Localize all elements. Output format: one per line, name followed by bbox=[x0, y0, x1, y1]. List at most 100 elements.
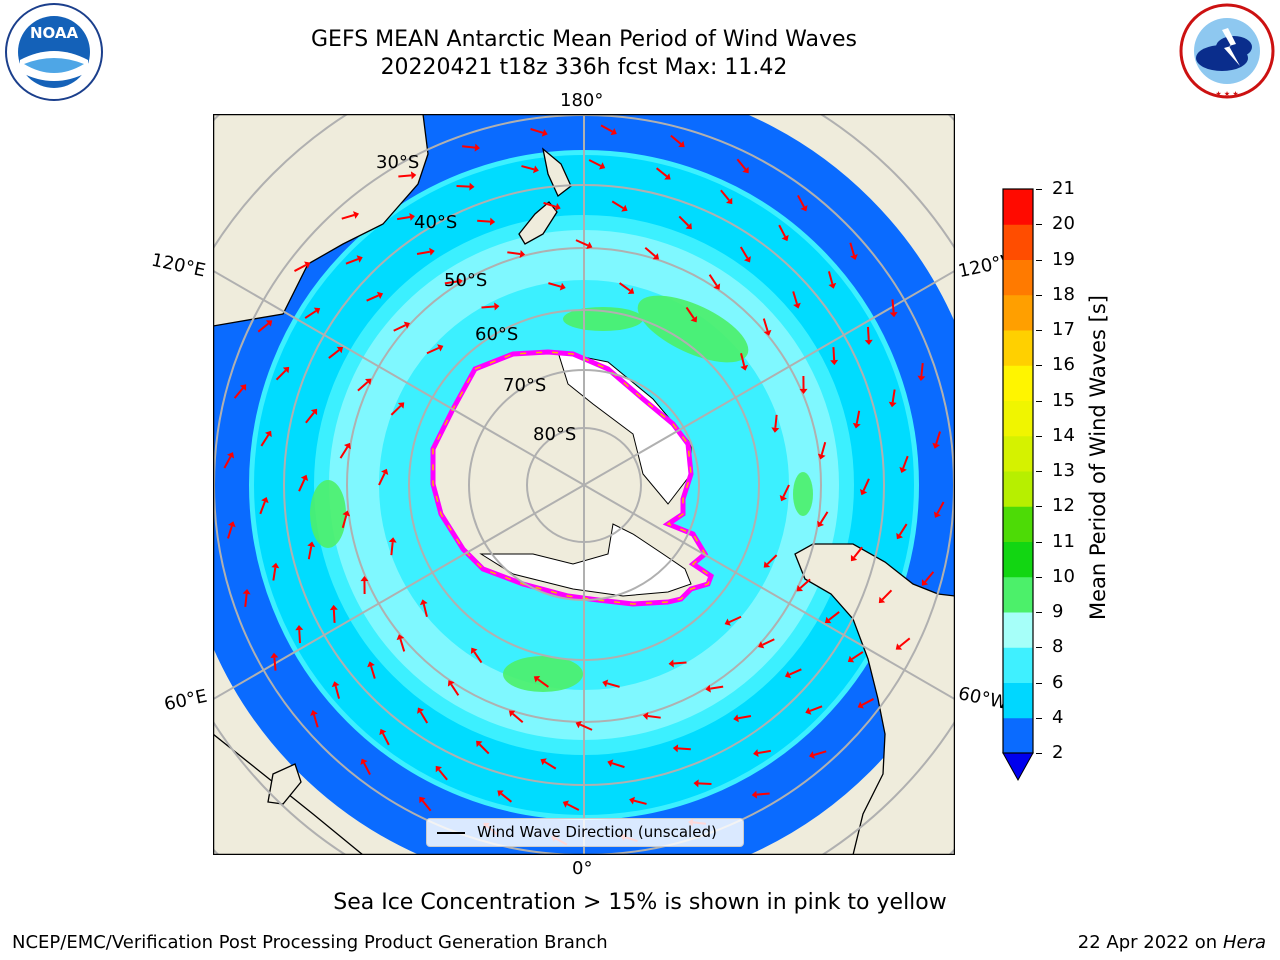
wave-direction-arrowhead bbox=[779, 494, 787, 502]
colorbar-tick-mark bbox=[1036, 717, 1042, 719]
wave-direction-arrow bbox=[293, 264, 307, 272]
wave-direction-arrowhead bbox=[896, 532, 903, 540]
colorbar-tick-mark bbox=[1036, 400, 1042, 402]
lon-label-60e: 60°E bbox=[162, 685, 209, 716]
wave-direction-arrow bbox=[393, 324, 406, 332]
wave-direction-arrowhead bbox=[533, 676, 541, 683]
wave-direction-arrowhead bbox=[575, 720, 582, 729]
wave-direction-arrowhead bbox=[678, 140, 685, 148]
wave-direction-arrowhead bbox=[403, 321, 410, 329]
wave-direction-arrow bbox=[670, 134, 682, 145]
colorbar-tick-mark bbox=[1036, 682, 1042, 684]
wave-direction-arrow bbox=[600, 124, 613, 133]
colorbar-tick-label: 14 bbox=[1052, 424, 1075, 446]
wave-direction-arrow bbox=[370, 665, 376, 679]
noaa-logo: NOAA bbox=[5, 3, 103, 101]
wave-direction-arrow bbox=[462, 145, 476, 149]
lat-label-70s: 70°S bbox=[503, 375, 547, 396]
colorbar-tick-label: 21 bbox=[1052, 178, 1075, 199]
colorbar-tick-label: 11 bbox=[1052, 530, 1075, 552]
wave-direction-arrowhead bbox=[364, 378, 372, 385]
wave-direction-arrow bbox=[740, 352, 746, 367]
lat-label-50s: 50°S bbox=[444, 270, 488, 291]
wave-direction-arrow bbox=[512, 713, 524, 723]
wave-direction-arrow bbox=[566, 803, 580, 811]
wave-direction-arrowhead bbox=[733, 714, 739, 723]
wave-direction-arrow bbox=[737, 715, 752, 720]
wave-direction-arrow bbox=[792, 291, 798, 305]
wave-direction-arrowhead bbox=[376, 291, 384, 300]
wave-direction-arrow bbox=[390, 542, 394, 556]
wave-direction-arrow bbox=[739, 246, 749, 259]
lat-label-80s: 80°S bbox=[533, 424, 577, 445]
colorbar-cell bbox=[1003, 330, 1033, 366]
wave-direction-arrowhead bbox=[388, 537, 397, 543]
wave-direction-arrow bbox=[855, 410, 861, 424]
map-frame bbox=[213, 114, 955, 855]
wave-direction-arrowhead bbox=[300, 474, 309, 482]
wave-direction-arrowhead bbox=[261, 497, 269, 504]
wave-direction-arrowhead bbox=[540, 758, 547, 766]
wave-direction-arrow bbox=[257, 322, 270, 333]
wave-direction-arrowhead bbox=[497, 790, 504, 797]
wave-direction-arrow bbox=[366, 294, 379, 302]
wave-direction-arrow bbox=[396, 215, 411, 221]
colorbar-tick-label: 19 bbox=[1052, 248, 1075, 270]
lon-label-0: 0° bbox=[572, 858, 593, 879]
wave-direction-arrowhead bbox=[562, 800, 570, 808]
colorbar-tick-label: 15 bbox=[1052, 389, 1075, 411]
wave-direction-arrow bbox=[304, 310, 317, 319]
wave-direction-arrow bbox=[450, 683, 460, 696]
lat-label-30s: 30°S bbox=[376, 152, 420, 173]
wave-direction-arrowhead bbox=[917, 375, 926, 382]
wave-direction-arrow bbox=[500, 792, 513, 803]
colorbar-extend-triangle bbox=[1002, 752, 1034, 782]
wave-direction-arrowhead bbox=[672, 744, 679, 753]
wave-direction-arrow bbox=[920, 363, 924, 377]
wave-direction-arrowhead bbox=[474, 143, 481, 152]
colorbar-cell bbox=[1003, 647, 1033, 683]
wave-direction-arrowhead bbox=[419, 796, 426, 804]
host-name: Hera bbox=[1222, 932, 1266, 953]
wave-direction-arrowhead bbox=[447, 680, 455, 687]
wave-direction-arrow bbox=[902, 455, 909, 469]
wave-direction-arrowhead bbox=[932, 442, 940, 449]
wave-direction-arrowhead bbox=[852, 422, 861, 429]
wave-direction-arrow bbox=[861, 698, 875, 706]
wave-direction-arrowhead bbox=[435, 765, 442, 773]
wave-direction-arrowhead bbox=[817, 520, 825, 528]
wave-direction-arrowhead bbox=[607, 759, 614, 767]
wave-direction-arrowhead bbox=[668, 659, 674, 668]
wave-direction-arrowhead bbox=[742, 166, 749, 174]
wave-direction-arrow bbox=[332, 609, 336, 623]
colorbar-cell bbox=[1003, 435, 1033, 472]
wave-direction-arrowhead bbox=[353, 211, 360, 219]
wave-direction-arrow bbox=[898, 523, 908, 536]
wave-direction-arrowhead bbox=[800, 205, 808, 212]
wave-direction-arrowhead bbox=[781, 234, 789, 242]
colorbar-tick-mark bbox=[1036, 224, 1042, 226]
wave-direction-arrowhead bbox=[227, 452, 235, 459]
lon-label-120e: 120°E bbox=[149, 249, 208, 282]
colorbar-cell bbox=[1003, 471, 1033, 507]
wave-direction-arrowhead bbox=[796, 585, 804, 592]
wave-direction-arrow bbox=[313, 714, 319, 728]
wave-direction-arrow bbox=[223, 456, 232, 469]
wave-direction-arrow bbox=[827, 271, 834, 285]
wave-direction-arrowhead bbox=[508, 710, 516, 717]
wave-direction-arrow bbox=[762, 318, 769, 332]
wave-direction-arrow bbox=[677, 747, 691, 751]
wave-direction-arrow bbox=[832, 347, 836, 361]
colorbar-cell bbox=[1003, 612, 1033, 648]
wave-direction-arrowhead bbox=[397, 402, 405, 409]
wave-direction-arrow bbox=[307, 546, 313, 560]
wave-direction-arrow bbox=[579, 723, 593, 731]
lat-label-40s: 40°S bbox=[414, 212, 458, 233]
colorbar-cell bbox=[1003, 259, 1033, 296]
wave-direction-arrowhead bbox=[313, 307, 321, 315]
wave-direction-arrow bbox=[799, 578, 811, 589]
wave-direction-arrow bbox=[655, 167, 668, 178]
wave-direction-arrow bbox=[736, 158, 747, 171]
wave-direction-arrow bbox=[766, 554, 778, 565]
colorbar-tick-label: 12 bbox=[1052, 495, 1075, 517]
